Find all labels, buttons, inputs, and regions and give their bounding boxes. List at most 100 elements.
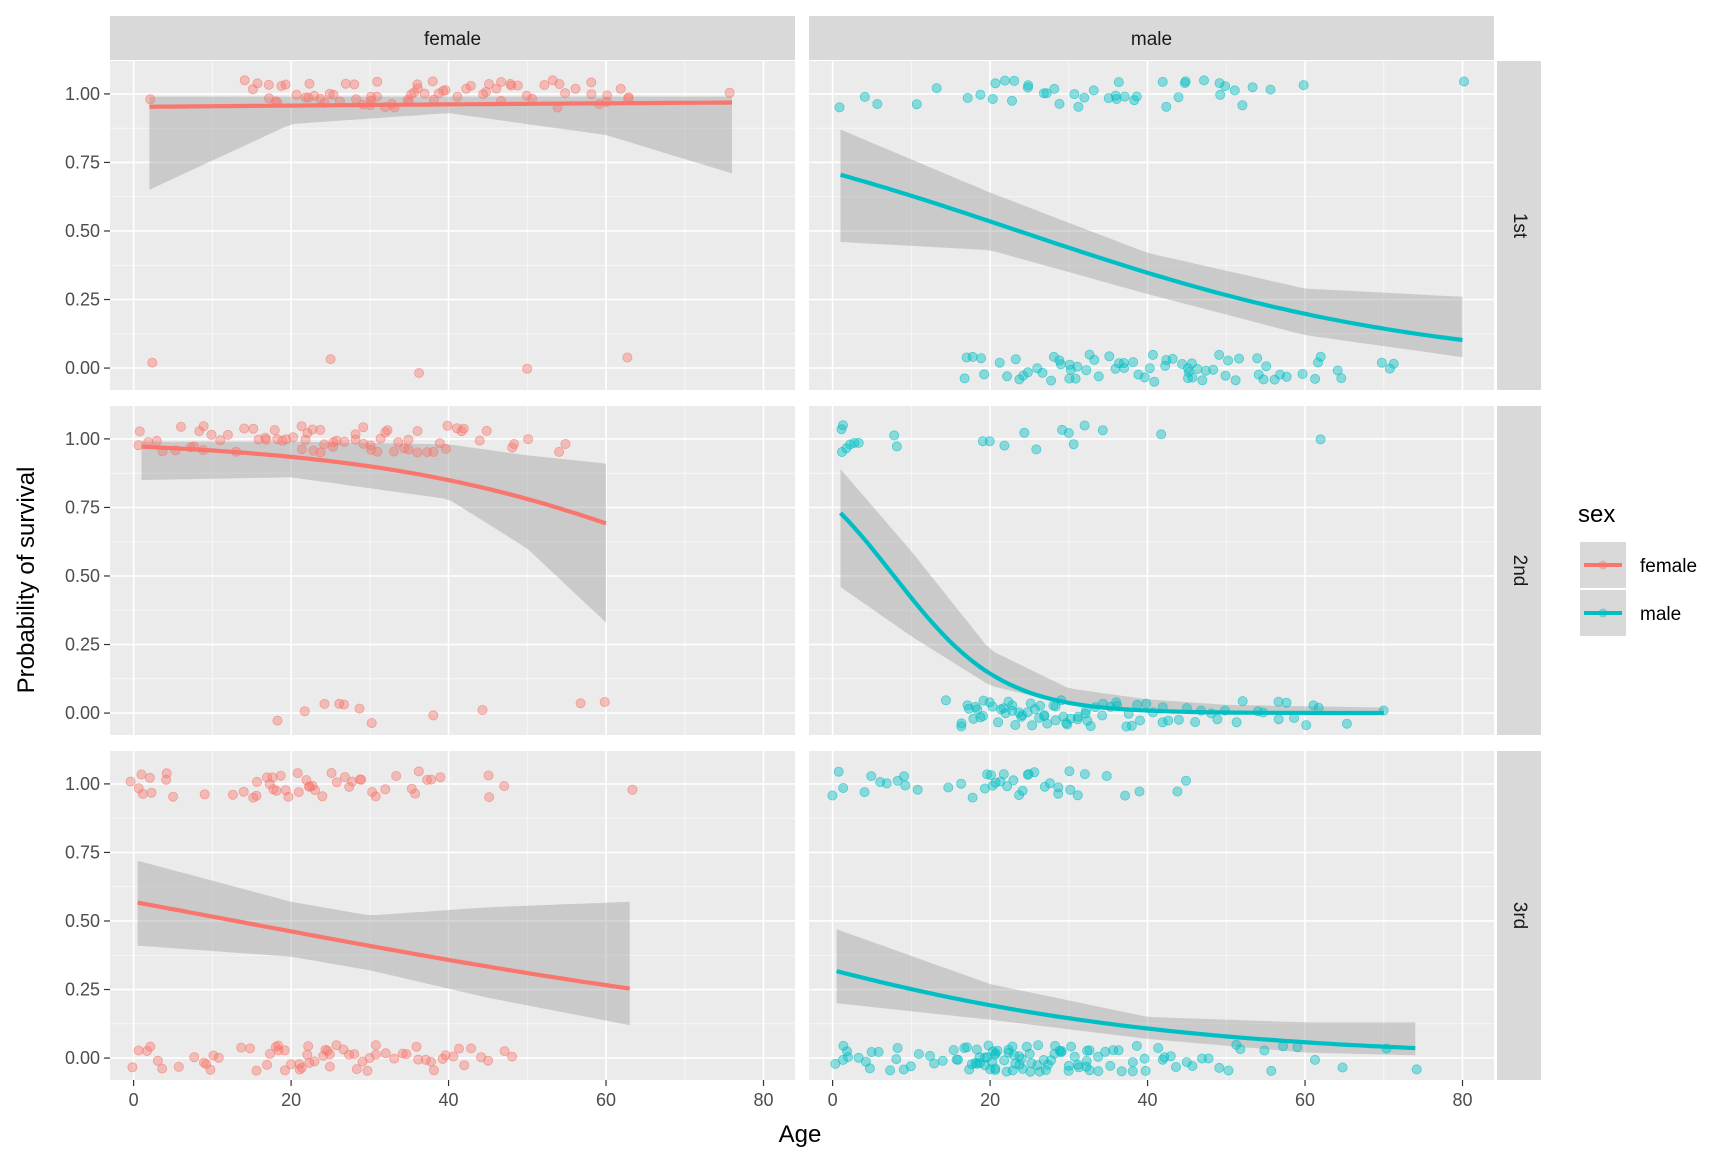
- data-point-survived: [483, 770, 494, 781]
- data-point-survived: [1044, 778, 1055, 789]
- x-tick-label: 20: [281, 1090, 301, 1110]
- data-point-died: [1384, 363, 1395, 374]
- data-point-died: [366, 718, 377, 729]
- data-point-died: [244, 1043, 255, 1054]
- logistic-fit-line: [149, 100, 733, 109]
- data-point-died: [420, 1054, 431, 1065]
- data-point-survived: [1009, 75, 1020, 86]
- data-point-survived: [990, 78, 1001, 89]
- data-point-died: [1040, 1065, 1051, 1076]
- data-point-survived: [512, 80, 523, 91]
- data-point-survived: [1265, 84, 1276, 95]
- data-point-survived: [1156, 429, 1167, 440]
- data-point-survived: [412, 425, 423, 436]
- panel-female-1st: [110, 61, 795, 390]
- x-tick-label: 0: [129, 1090, 139, 1110]
- data-point-died: [905, 1061, 916, 1072]
- data-point-died: [208, 1050, 219, 1061]
- data-point-died: [1034, 1066, 1045, 1077]
- data-point-died: [866, 1047, 877, 1058]
- data-point-died: [993, 717, 1004, 728]
- data-point-survived: [891, 441, 902, 452]
- data-point-survived: [523, 434, 534, 445]
- data-point-died: [929, 1058, 940, 1069]
- data-point-died: [1171, 1062, 1182, 1073]
- panel-male-2nd: [809, 406, 1494, 735]
- data-point-died: [145, 1041, 156, 1052]
- data-point-survived: [326, 768, 337, 779]
- data-point-died: [1301, 720, 1312, 731]
- data-point-died: [466, 1043, 477, 1054]
- y-tick-label: 0.75: [65, 842, 100, 862]
- data-point-died: [1135, 715, 1146, 726]
- data-point-survived: [440, 85, 451, 96]
- data-point-survived: [481, 425, 492, 436]
- data-point-died: [1069, 1051, 1080, 1062]
- data-point-survived: [998, 769, 1009, 780]
- data-point-survived: [151, 435, 162, 446]
- data-point-died: [349, 1049, 360, 1060]
- data-point-died: [1093, 1051, 1104, 1062]
- data-point-survived: [303, 92, 314, 103]
- data-point-died: [961, 1042, 972, 1053]
- data-point-survived: [144, 772, 155, 783]
- data-point-survived: [977, 436, 988, 447]
- data-point-survived: [889, 430, 900, 441]
- data-point-died: [1021, 1041, 1032, 1052]
- data-point-died: [1313, 357, 1324, 368]
- data-point-died: [1161, 354, 1172, 365]
- data-point-died: [324, 1061, 335, 1072]
- data-point-died: [296, 1062, 307, 1073]
- data-point-died: [1014, 374, 1025, 385]
- data-point-died: [1100, 1046, 1111, 1057]
- data-point-survived: [248, 423, 259, 434]
- data-point-survived: [484, 792, 495, 803]
- data-point-died: [157, 1063, 168, 1074]
- data-point-survived: [350, 429, 361, 440]
- data-point-died: [1336, 373, 1347, 384]
- data-point-survived: [344, 781, 355, 792]
- data-point-died: [1066, 1041, 1077, 1052]
- data-point-died: [1341, 718, 1352, 729]
- panel-female-2nd: [110, 406, 795, 735]
- data-point-survived: [288, 432, 299, 443]
- data-point-died: [1104, 351, 1115, 362]
- data-point-died: [1315, 351, 1326, 362]
- x-tick-label: 60: [1295, 1090, 1315, 1110]
- data-point-survived: [987, 780, 998, 791]
- data-point-survived: [146, 787, 157, 798]
- data-point-died: [362, 1065, 373, 1076]
- data-point-died: [1153, 1043, 1164, 1054]
- data-point-died: [967, 351, 978, 362]
- data-point-died: [940, 695, 951, 706]
- data-point-died: [1237, 696, 1248, 707]
- data-point-survived: [145, 94, 156, 105]
- data-point-died: [205, 1064, 216, 1075]
- data-point-survived: [380, 784, 391, 795]
- data-point-survived: [1079, 769, 1090, 780]
- data-point-survived: [239, 75, 250, 86]
- strip-top-male: [809, 16, 1494, 60]
- data-point-died: [1056, 1046, 1067, 1057]
- data-point-died: [1084, 1065, 1095, 1076]
- data-point-died: [891, 1054, 902, 1065]
- data-point-died: [1029, 704, 1040, 715]
- data-point-died: [1223, 1065, 1234, 1076]
- data-point-died: [1003, 1047, 1014, 1058]
- data-point-survived: [602, 90, 613, 101]
- data-point-died: [413, 367, 424, 378]
- data-point-died: [1063, 1065, 1074, 1076]
- data-point-survived: [1029, 767, 1040, 778]
- data-point-died: [1072, 361, 1083, 372]
- data-point-survived: [833, 766, 844, 777]
- data-point-died: [1046, 1055, 1057, 1066]
- data-point-died: [413, 1054, 424, 1065]
- data-point-died: [1113, 1045, 1124, 1056]
- data-point-survived: [859, 91, 870, 102]
- data-point-survived: [412, 447, 423, 458]
- data-point-died: [364, 1053, 375, 1064]
- data-point-survived: [422, 774, 433, 785]
- data-point-died: [507, 1051, 518, 1062]
- data-point-died: [978, 695, 989, 706]
- data-point-died: [448, 1051, 459, 1062]
